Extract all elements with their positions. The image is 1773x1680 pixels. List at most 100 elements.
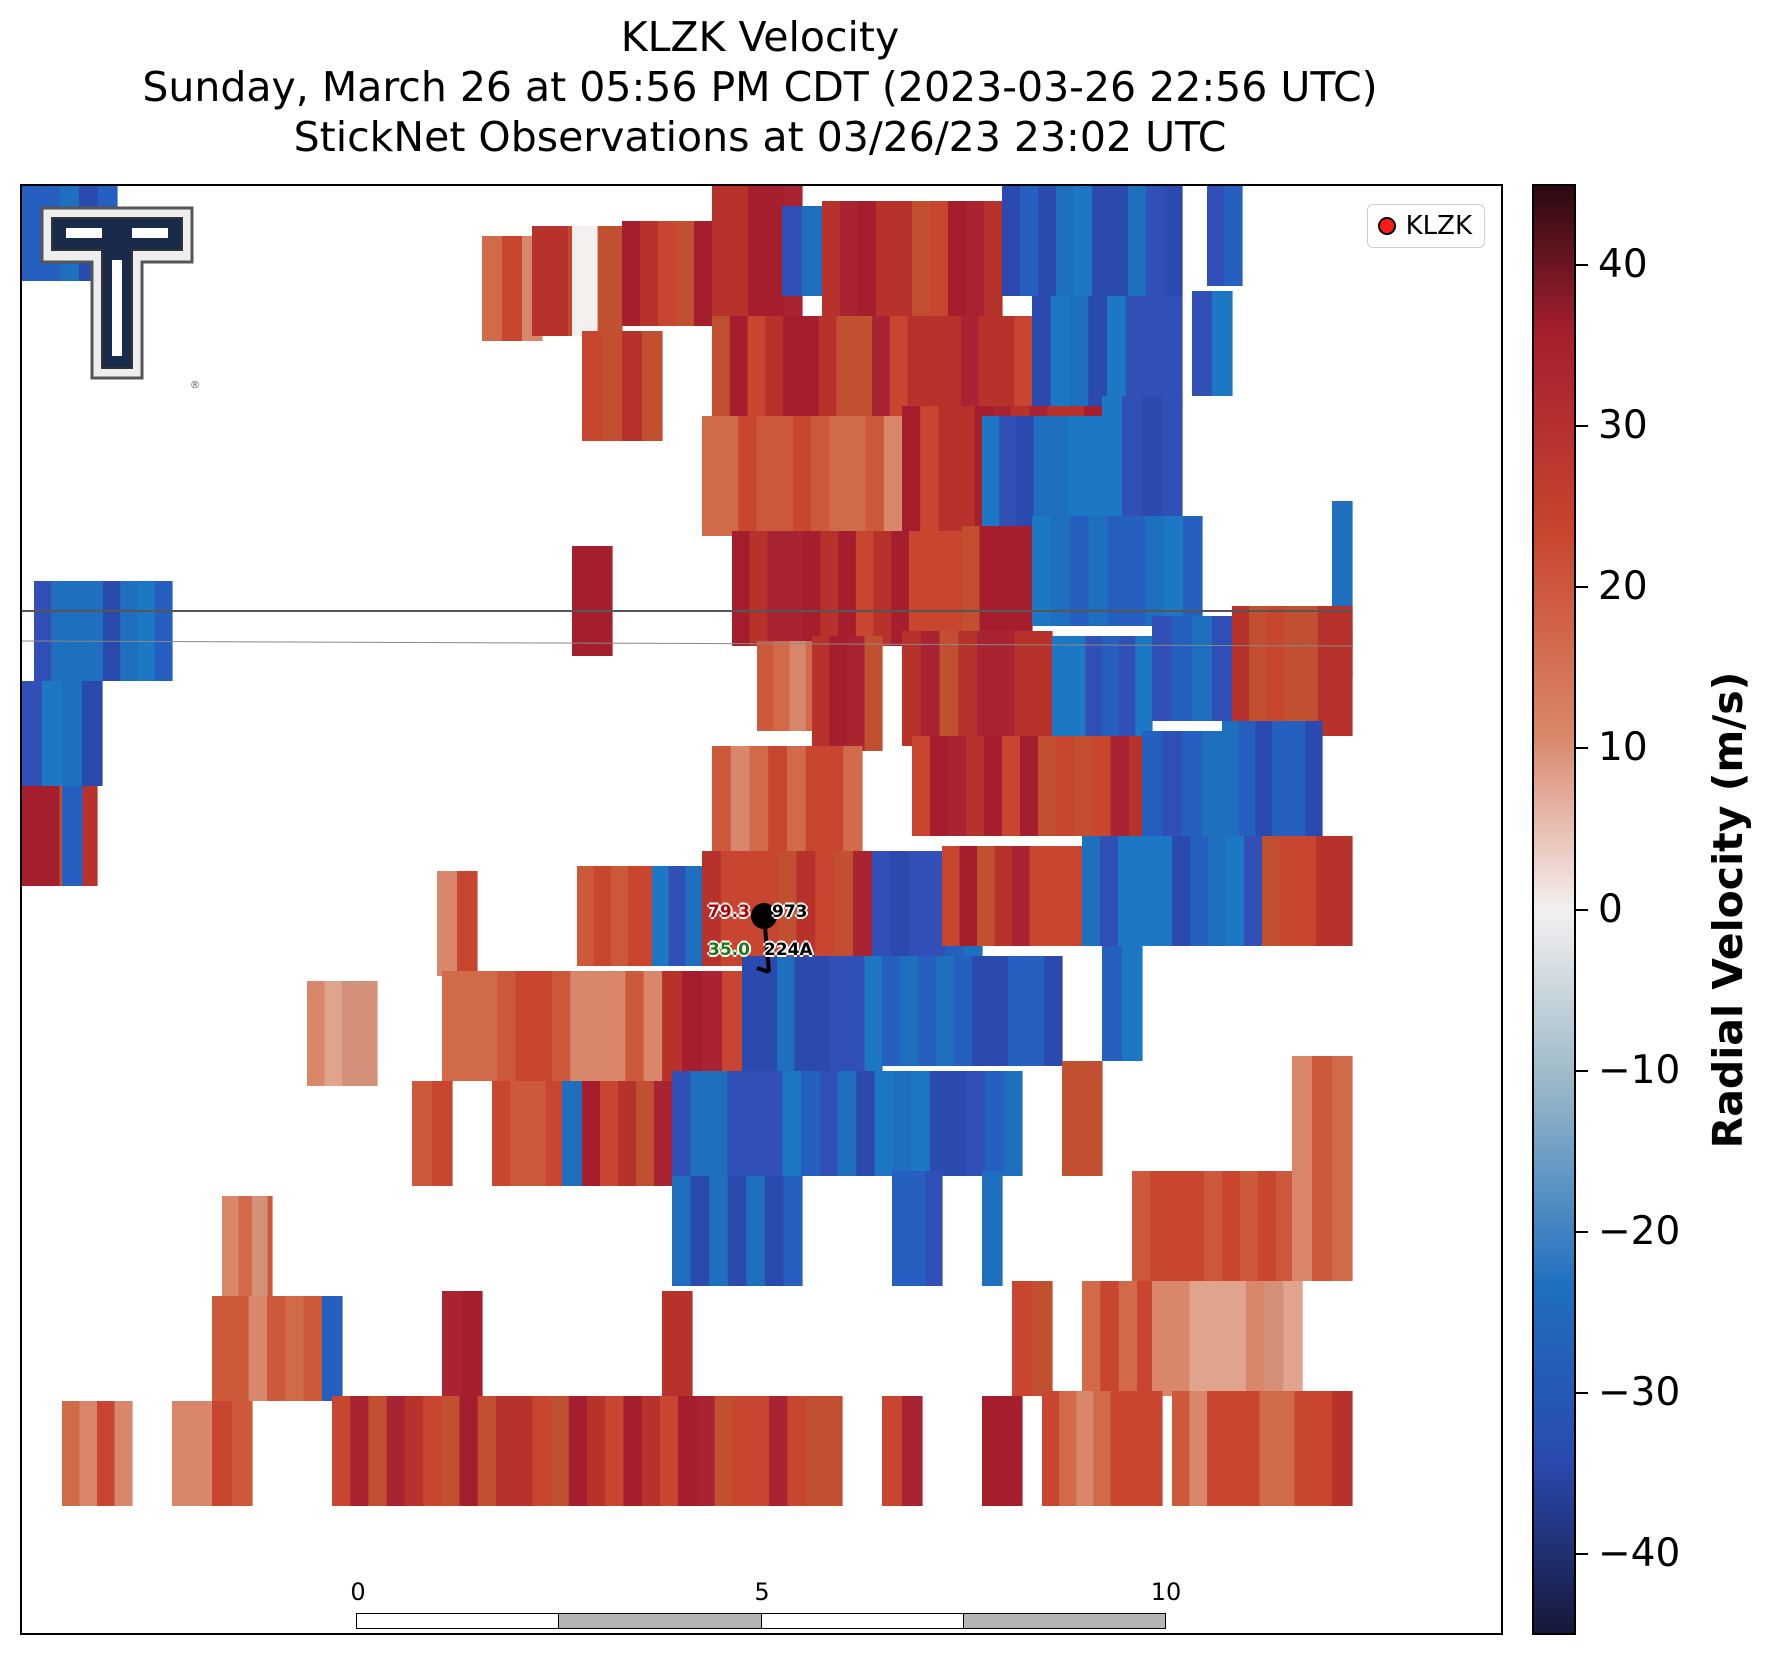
radar-gate <box>432 1081 453 1186</box>
radar-gate <box>404 1396 424 1506</box>
radar-gate <box>997 526 1016 641</box>
radar-gate <box>966 736 985 836</box>
radar-gate <box>966 1071 986 1176</box>
radar-gate <box>702 971 723 1081</box>
radar-gate <box>891 531 910 646</box>
radar-gate <box>1190 836 1209 946</box>
scale-segment <box>357 1614 560 1628</box>
radar-gate <box>819 1071 839 1176</box>
radar-gate <box>920 406 939 531</box>
radar-gate <box>1002 736 1021 836</box>
radar-gate <box>659 1396 679 1506</box>
radar-gate <box>1038 736 1057 836</box>
radar-gate <box>1172 616 1193 721</box>
radar-gate <box>212 1401 233 1506</box>
radar-gate <box>979 526 998 641</box>
radar-gate <box>1266 606 1285 736</box>
radar-gate <box>495 1396 515 1506</box>
radar-gate <box>742 956 761 1071</box>
radar-gate <box>911 1071 931 1176</box>
radar-gate <box>858 201 877 316</box>
radar-gate <box>794 956 813 1071</box>
radar-gate <box>847 416 867 536</box>
radar-gate <box>1137 1281 1156 1396</box>
radar-gate <box>902 1396 923 1506</box>
station-dewpoint: 35.0 <box>708 940 750 960</box>
radar-gate <box>926 531 945 646</box>
radar-gate <box>714 1396 734 1506</box>
velocity-colorbar <box>1532 184 1576 1635</box>
radar-gate <box>62 1401 81 1506</box>
radar-gate <box>872 316 891 416</box>
radar-gate <box>677 1291 693 1401</box>
radar-gate <box>1300 606 1319 736</box>
radar-gate <box>966 201 985 316</box>
radar-gate <box>582 1081 601 1186</box>
radar-gate <box>1312 1391 1333 1506</box>
radar-gate <box>1312 1056 1333 1281</box>
radar-gate <box>1127 1391 1146 1506</box>
radar-gate <box>359 981 378 1086</box>
radar-gate <box>137 581 156 681</box>
radar-gate <box>640 221 659 326</box>
radar-gate <box>1032 1281 1053 1396</box>
radar-gate <box>1008 956 1027 1066</box>
radar-gate <box>497 971 516 1081</box>
radar-gate <box>533 971 553 1081</box>
radar-gate <box>478 971 498 1081</box>
colorbar-tick-label: 40 <box>1598 241 1648 287</box>
radar-gate <box>982 1171 1003 1286</box>
radar-gate <box>1050 416 1069 531</box>
radar-gate <box>1222 1171 1241 1281</box>
radar-gate <box>823 1396 843 1506</box>
radar-gate <box>22 186 42 281</box>
radar-gate <box>550 226 569 336</box>
radar-gate <box>847 636 866 751</box>
radar-gate <box>546 1081 565 1186</box>
colorbar-tick-mark <box>1576 1553 1588 1556</box>
radar-gate <box>1292 1056 1313 1281</box>
radar-gate <box>1059 1391 1077 1506</box>
radar-gate <box>908 1171 926 1286</box>
map-legend: KLZK <box>1366 204 1485 248</box>
radar-gate <box>412 1081 433 1186</box>
radar-gate <box>1052 636 1070 746</box>
radar-gate <box>51 581 70 681</box>
radar-gate <box>720 416 739 536</box>
radar-gate <box>662 1291 678 1401</box>
radar-gate <box>938 406 958 531</box>
radar-gate <box>883 416 903 536</box>
radar-gate <box>1208 1281 1228 1396</box>
radar-map[interactable]: ® KLZK 79.3 973 35.0 224A 0 5 10 km <box>20 184 1503 1635</box>
radar-gate <box>1186 1171 1205 1281</box>
radar-gate <box>622 331 643 441</box>
radar-gate <box>930 736 949 836</box>
radar-gate <box>942 846 961 946</box>
radar-gate <box>307 981 326 1086</box>
radar-gate <box>1164 516 1184 626</box>
radar-gate <box>685 866 703 966</box>
radar-gate <box>722 971 743 1081</box>
radar-gate <box>690 1071 710 1176</box>
radar-gate <box>769 1396 788 1506</box>
radar-gate <box>1088 296 1108 406</box>
station-marker[interactable] <box>742 902 792 984</box>
radar-gate <box>1038 186 1057 296</box>
radar-gate <box>1226 836 1245 946</box>
radar-gate <box>783 316 802 416</box>
radar-gate <box>1074 186 1093 296</box>
radar-gate <box>1026 956 1045 1066</box>
colorbar-tick-mark <box>1576 263 1588 266</box>
radar-gate <box>103 581 121 681</box>
colorbar-tick-mark <box>1576 908 1588 911</box>
radar-gate <box>1189 1391 1208 1506</box>
radar-gate <box>550 1396 570 1506</box>
radar-gate <box>1076 1391 1095 1506</box>
radar-gate <box>995 631 1016 746</box>
radar-gate <box>959 846 978 946</box>
radar-gate <box>956 406 976 531</box>
radar-gate <box>641 1396 661 1506</box>
radar-gate <box>893 1071 913 1176</box>
radar-gate <box>789 641 807 731</box>
radar-gate <box>572 546 593 656</box>
